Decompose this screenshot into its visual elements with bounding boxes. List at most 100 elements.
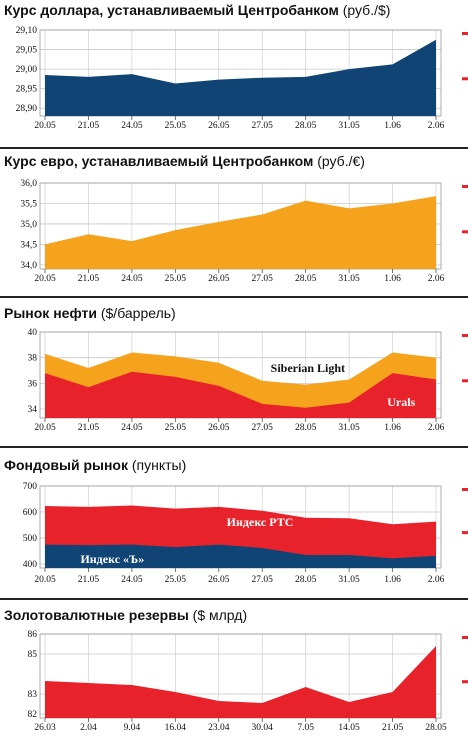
eur-rate-panel: Курс евро, устанавливаемый Центробанком …	[0, 149, 468, 297]
y-tick-label: 34,5	[20, 240, 37, 250]
x-tick-label: 24.05	[121, 274, 143, 284]
y-tick-label: 83	[28, 690, 38, 700]
x-tick-label: 28.05	[295, 575, 317, 585]
y-tick-label: 35,0	[20, 220, 37, 230]
area-series-1	[45, 196, 436, 269]
y-tick-label: 600	[23, 508, 38, 518]
reserves-chart-title: Золотовалютные резервы ($ млрд)	[4, 607, 247, 623]
x-tick-label: 24.05	[121, 121, 143, 131]
x-tick-label: 28.05	[425, 723, 447, 733]
stock-market-panel: Фондовый рынок (пункты) 700 600 500 400 Инде…	[0, 448, 468, 598]
x-tick-label: 2.06	[428, 423, 445, 433]
x-tick-label: 31.05	[338, 274, 360, 284]
usd-chart-title-text: Курс доллара, устанавливаемый Центробанк…	[4, 2, 339, 18]
series-label: Индекс «Ъ»	[80, 552, 144, 566]
divider-4	[0, 598, 468, 600]
edge-marker	[462, 77, 468, 81]
y-tick-label: 86	[28, 630, 38, 640]
y-tick-label: 29,00	[16, 65, 38, 75]
x-tick-label: 14.05	[338, 723, 360, 733]
x-tick-label: 26.05	[208, 121, 230, 131]
edge-marker	[462, 680, 468, 684]
x-tick-label: 21.05	[382, 723, 404, 733]
y-tick-label: 34,0	[20, 261, 37, 271]
x-tick-label: 21.05	[78, 121, 100, 131]
x-tick-label: 25.05	[165, 423, 187, 433]
oil-market-chart: 40 38 36 34 Siberian Light Urals 20.05 21.05 24.…	[28, 328, 468, 433]
oil-chart-title-text: Рынок нефти	[4, 305, 97, 321]
area-series-1	[45, 39, 436, 116]
x-tick-label: 2.04	[80, 723, 97, 733]
x-tick-label: 2.06	[428, 575, 445, 585]
x-tick-label: 27.05	[252, 274, 274, 284]
reserves-chart: 86 85 83 82 26.03 2.04 9.04 16.04 23.04 30.04 7.05…	[28, 630, 468, 733]
eur-chart-title-text: Курс евро, устанавливаемый Центробанком	[4, 153, 314, 169]
eur-chart-unit: (руб./€)	[317, 153, 365, 169]
stock-chart-unit: (пункты)	[131, 457, 187, 473]
divider-2	[0, 296, 468, 298]
x-tick-label: 1.06	[384, 575, 401, 585]
x-tick-label: 21.05	[78, 423, 100, 433]
oil-chart-unit: ($/баррель)	[100, 305, 176, 321]
x-tick-label: 1.06	[384, 423, 401, 433]
eur-chart-title: Курс евро, устанавливаемый Центробанком …	[4, 153, 365, 169]
x-tick-label: 26.05	[208, 423, 230, 433]
edge-marker	[462, 185, 468, 188]
x-tick-label: 20.05	[34, 121, 56, 131]
oil-market-panel: Рынок нефти ($/баррель) 40 38 36 34 Siberian…	[0, 298, 468, 446]
x-tick-label: 27.05	[252, 121, 274, 131]
usd-chart-title: Курс доллара, устанавливаемый Центробанк…	[4, 2, 390, 18]
x-tick-label: 21.05	[78, 575, 100, 585]
y-tick-label: 35,5	[20, 199, 37, 209]
x-tick-label: 16.04	[165, 723, 187, 733]
x-tick-label: 7.05	[297, 723, 314, 733]
area-series-1	[45, 646, 436, 718]
edge-marker	[462, 531, 468, 535]
y-tick-label: 34	[28, 405, 38, 415]
edge-marker	[462, 32, 468, 35]
reserves-chart-title-text: Золотовалютные резервы	[4, 607, 189, 623]
y-tick-label: 36,0	[20, 179, 37, 189]
x-tick-label: 26.05	[208, 575, 230, 585]
y-tick-label: 38	[28, 354, 38, 364]
x-tick-label: 26.03	[34, 723, 56, 733]
x-tick-label: 30.04	[252, 723, 274, 733]
x-tick-label: 20.05	[34, 274, 56, 284]
edge-marker	[462, 488, 468, 491]
y-tick-label: 500	[23, 534, 38, 544]
oil-chart-title: Рынок нефти ($/баррель)	[4, 305, 176, 321]
series-label: Индекс РТС	[227, 515, 294, 529]
x-tick-label: 2.06	[428, 121, 445, 131]
series-label: Urals	[387, 395, 415, 409]
x-tick-label: 27.05	[252, 423, 274, 433]
y-tick-label: 82	[28, 710, 38, 720]
y-tick-label: 28,95	[16, 85, 38, 95]
x-tick-label: 20.05	[34, 575, 56, 585]
x-tick-label: 20.05	[34, 423, 56, 433]
x-tick-label: 28.05	[295, 274, 317, 284]
series-label: Siberian Light	[271, 361, 345, 375]
y-tick-label: 28,90	[16, 104, 38, 114]
x-tick-label: 26.05	[208, 274, 230, 284]
x-tick-label: 2.06	[428, 274, 445, 284]
x-tick-label: 28.05	[295, 121, 317, 131]
divider-1	[0, 147, 468, 149]
x-tick-label: 1.06	[384, 274, 401, 284]
x-tick-label: 31.05	[338, 575, 360, 585]
usd-rate-panel: Курс доллара, устанавливаемый Центробанк…	[0, 0, 468, 148]
x-tick-label: 28.05	[295, 423, 317, 433]
x-tick-label: 1.06	[384, 121, 401, 131]
x-tick-label: 27.05	[252, 575, 274, 585]
x-tick-label: 25.05	[165, 121, 187, 131]
x-tick-label: 9.04	[124, 723, 141, 733]
y-tick-label: 400	[23, 560, 38, 570]
y-tick-label: 29,05	[16, 46, 38, 56]
reserves-chart-unit: ($ млрд)	[192, 607, 248, 623]
x-tick-label: 31.05	[338, 121, 360, 131]
divider-3	[0, 446, 468, 448]
y-tick-label: 85	[28, 650, 38, 660]
y-tick-label: 29,10	[16, 26, 38, 36]
x-tick-label: 31.05	[338, 423, 360, 433]
edge-marker	[462, 379, 468, 383]
stock-market-chart: 700 600 500 400 Индекс РТС Индекс «Ъ» 20.05 21.…	[23, 482, 468, 585]
